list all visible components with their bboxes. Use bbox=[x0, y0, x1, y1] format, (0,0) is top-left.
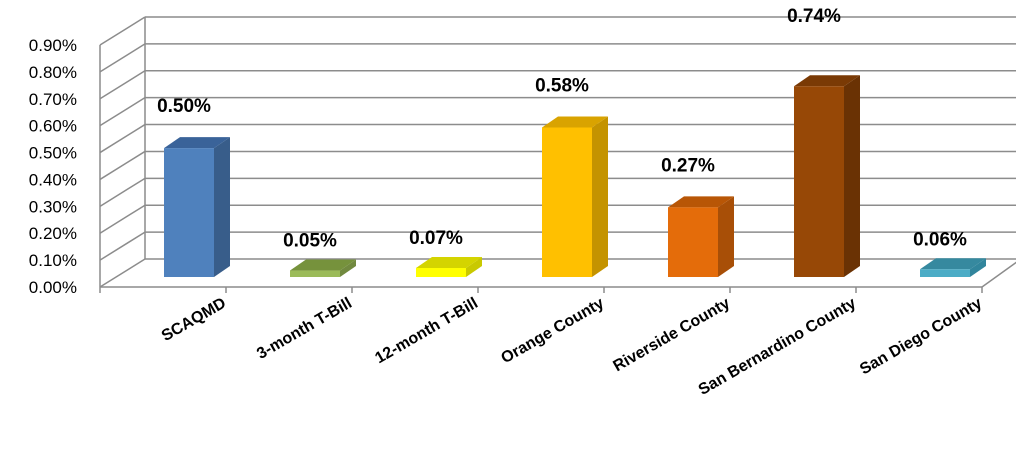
bar-top bbox=[164, 137, 230, 149]
gridline-side bbox=[99, 16, 146, 46]
x-tick-label: 3-month T-Bill bbox=[254, 295, 355, 363]
data-label: 0.05% bbox=[283, 231, 337, 252]
data-label: 0.07% bbox=[409, 228, 463, 249]
bar bbox=[164, 137, 230, 277]
gridline-side bbox=[99, 70, 146, 100]
gridline-side bbox=[99, 97, 146, 127]
data-label: 0.74% bbox=[787, 6, 841, 27]
bar-side bbox=[970, 258, 986, 277]
bar-side bbox=[718, 196, 734, 277]
y-tick-label: 0.30% bbox=[29, 197, 77, 216]
bar-front bbox=[668, 207, 718, 277]
bar-side bbox=[340, 259, 356, 277]
gridline-side bbox=[99, 123, 146, 154]
bar-side bbox=[592, 116, 608, 277]
x-tick-label: Orange County bbox=[498, 295, 607, 368]
y-tick-label: 0.40% bbox=[29, 170, 77, 189]
gridline-side bbox=[99, 258, 146, 288]
bar-front bbox=[416, 267, 466, 277]
bar bbox=[542, 116, 608, 277]
y-tick-label: 0.00% bbox=[29, 278, 77, 297]
y-tick-label: 0.60% bbox=[29, 117, 77, 136]
bar-top bbox=[920, 258, 986, 270]
x-tick-label: SCAQMD bbox=[159, 295, 229, 345]
bar bbox=[416, 256, 482, 277]
gridline-side bbox=[99, 231, 146, 261]
bar-top bbox=[290, 259, 356, 271]
gridline-side bbox=[99, 150, 146, 181]
bar-front bbox=[164, 148, 214, 277]
bar-front bbox=[542, 127, 592, 277]
data-label: 0.27% bbox=[661, 155, 715, 176]
data-label: 0.58% bbox=[535, 75, 589, 96]
bar bbox=[668, 196, 734, 277]
x-tick-label: Riverside County bbox=[611, 295, 734, 376]
data-label: 0.06% bbox=[913, 229, 967, 250]
data-label: 0.50% bbox=[157, 96, 211, 117]
gridline-side bbox=[99, 177, 146, 207]
y-tick-label: 0.20% bbox=[29, 224, 77, 243]
x-axis-ticks: SCAQMD 3-month T-Bill 12-month T-Bill Orang… bbox=[159, 295, 985, 399]
bar-side bbox=[844, 75, 860, 277]
bar-front bbox=[920, 269, 970, 277]
x-tick-label: San Diego County bbox=[857, 295, 985, 379]
bar bbox=[290, 259, 356, 277]
x-tick-label: 12-month T-Bill bbox=[372, 295, 481, 368]
bar-side bbox=[214, 137, 230, 277]
bar-top bbox=[794, 75, 860, 87]
bar-side bbox=[466, 256, 482, 277]
bar-top bbox=[416, 256, 482, 268]
y-tick-label: 0.70% bbox=[29, 90, 77, 109]
bar-top bbox=[668, 196, 734, 208]
bar-front bbox=[290, 270, 340, 277]
bar-front bbox=[794, 86, 844, 277]
y-tick-label: 0.90% bbox=[29, 36, 77, 55]
data-labels: 0.50% 0.05% 0.07% 0.58% 0.27% 0.74% 0.06% bbox=[157, 6, 967, 252]
bar-top bbox=[542, 116, 608, 128]
y-tick-label: 0.50% bbox=[29, 144, 77, 163]
y-tick-label: 0.80% bbox=[29, 63, 77, 82]
gridline-side bbox=[99, 43, 146, 73]
y-tick-label: 0.10% bbox=[29, 251, 77, 270]
floor-edge bbox=[981, 261, 1016, 288]
bar bbox=[794, 75, 860, 277]
bars bbox=[164, 75, 986, 277]
bar bbox=[920, 258, 986, 277]
y-axis-ticks: 0.00% 0.10% 0.20% 0.30% 0.40% 0.50% 0.60% 0.70%… bbox=[29, 36, 77, 297]
gridline-side bbox=[99, 204, 146, 234]
